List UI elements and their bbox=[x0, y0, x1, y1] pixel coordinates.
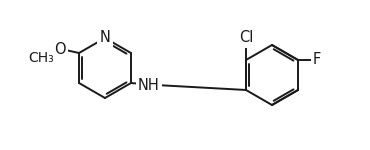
Text: F: F bbox=[313, 52, 321, 68]
Text: N: N bbox=[100, 30, 110, 45]
Text: Cl: Cl bbox=[239, 30, 253, 45]
Text: NH: NH bbox=[138, 78, 160, 93]
Text: CH₃: CH₃ bbox=[28, 51, 54, 65]
Text: O: O bbox=[54, 42, 66, 57]
